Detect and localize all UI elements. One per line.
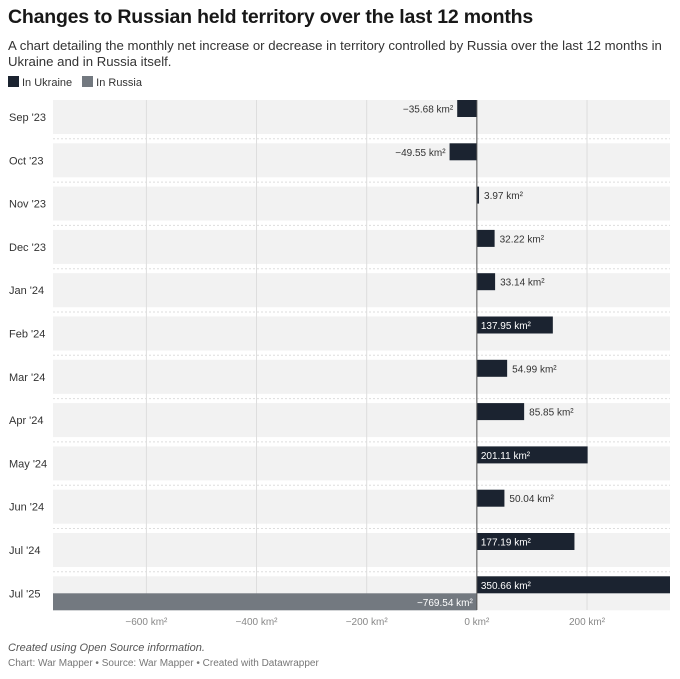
bar-ukraine bbox=[476, 229, 495, 247]
chart-title: Changes to Russian held territory over t… bbox=[8, 6, 533, 28]
bar-russia bbox=[53, 593, 477, 611]
data-label: 350.66 km² bbox=[481, 581, 532, 592]
data-label: 3.97 km² bbox=[484, 191, 524, 202]
category-label: Dec '23 bbox=[9, 242, 46, 254]
category-label: Jun '24 bbox=[9, 502, 44, 514]
bar-ukraine bbox=[476, 359, 508, 377]
bar-ukraine bbox=[476, 316, 553, 334]
row-band bbox=[53, 403, 670, 438]
data-label: 85.85 km² bbox=[529, 408, 574, 419]
row-band bbox=[53, 273, 670, 308]
category-label: Jul '25 bbox=[9, 588, 40, 600]
row-band bbox=[53, 100, 670, 134]
data-label: 137.95 km² bbox=[481, 321, 532, 332]
row-band bbox=[53, 316, 670, 351]
data-label: −49.55 km² bbox=[395, 148, 446, 159]
category-label: Jul '24 bbox=[9, 545, 40, 557]
category-label: Jan '24 bbox=[9, 285, 44, 297]
x-tick-label: 0 km² bbox=[464, 617, 490, 628]
category-label: Feb '24 bbox=[9, 329, 45, 341]
category-label: Oct '23 bbox=[9, 155, 44, 167]
x-tick-label: −600 km² bbox=[125, 617, 168, 628]
x-tick-label: −200 km² bbox=[346, 617, 389, 628]
bar-ukraine bbox=[457, 100, 477, 117]
bar-ukraine bbox=[476, 403, 525, 421]
data-label: 32.22 km² bbox=[500, 234, 545, 245]
legend-item-ukraine: In Ukraine bbox=[8, 76, 72, 89]
legend-item-russia: In Russia bbox=[82, 76, 142, 89]
bar-ukraine bbox=[476, 576, 670, 594]
bar-ukraine bbox=[449, 143, 477, 161]
data-label: 33.14 km² bbox=[500, 278, 545, 289]
data-label: 54.99 km² bbox=[512, 364, 557, 375]
bar-ukraine bbox=[476, 489, 505, 507]
footer-credit: Chart: War Mapper • Source: War Mapper •… bbox=[8, 658, 319, 669]
row-band bbox=[53, 489, 670, 524]
category-label: Mar '24 bbox=[9, 372, 45, 384]
row-band bbox=[53, 143, 670, 178]
row-band bbox=[53, 229, 670, 264]
row-band bbox=[53, 359, 670, 394]
category-label: Nov '23 bbox=[9, 199, 46, 211]
bar-ukraine bbox=[476, 533, 575, 550]
bar-ukraine bbox=[476, 446, 588, 464]
bar-ukraine bbox=[476, 186, 480, 204]
category-label: Sep '23 bbox=[9, 112, 46, 124]
data-label: −769.54 km² bbox=[417, 598, 474, 609]
data-label: 50.04 km² bbox=[509, 494, 554, 505]
data-label: −35.68 km² bbox=[403, 105, 454, 116]
row-band bbox=[53, 186, 670, 221]
chart-subtitle: A chart detailing the monthly net increa… bbox=[8, 38, 662, 69]
x-tick-label: 200 km² bbox=[569, 617, 606, 628]
data-label: 201.11 km² bbox=[481, 451, 531, 462]
category-label: Apr '24 bbox=[9, 415, 44, 427]
legend: In Ukraine In Russia bbox=[8, 76, 142, 89]
data-label: 177.19 km² bbox=[481, 538, 532, 549]
x-tick-label: −400 km² bbox=[236, 617, 279, 628]
row-band bbox=[53, 533, 670, 567]
bar-ukraine bbox=[476, 273, 496, 291]
category-label: May '24 bbox=[9, 458, 47, 470]
footer-note: Created using Open Source information. bbox=[8, 642, 205, 654]
